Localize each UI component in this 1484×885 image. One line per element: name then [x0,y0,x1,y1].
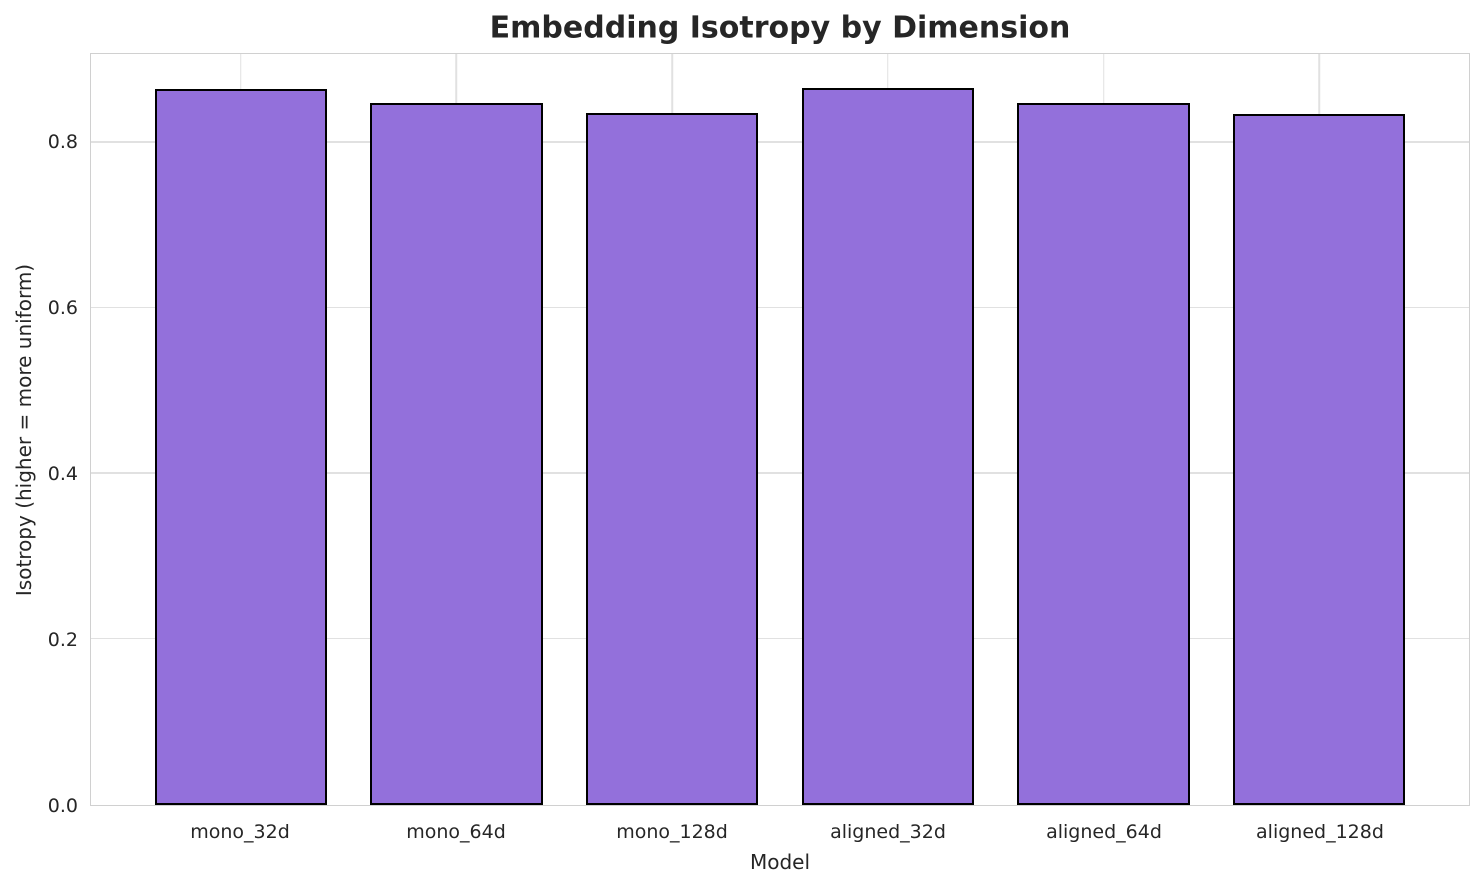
bar-aligned_64d [1017,102,1190,805]
y-axis-label: Isotropy (higher = more uniform) [12,263,36,597]
bar-mono_32d [154,88,328,805]
x-tick-label: mono_128d [616,821,728,843]
y-gridline [91,306,1469,309]
y-tick-label: 0.6 [47,296,78,319]
x-tick-label: aligned_32d [830,821,946,843]
bar-mono_128d [585,112,759,805]
y-tick-label: 0.8 [47,130,78,153]
x-tick-label: aligned_128d [1256,821,1384,843]
y-tick-label: 0.0 [47,795,78,817]
plot-area [90,53,1470,806]
x-axis-label: Model [749,850,811,874]
bar-aligned_128d [1232,113,1406,805]
y-tick-label: 0.2 [47,628,78,651]
x-tick-label: mono_64d [406,821,506,843]
y-gridline [91,141,1469,143]
x-tick-label: aligned_64d [1046,821,1162,843]
y-gridline [91,637,1469,640]
y-tick-label: 0.4 [47,462,78,485]
x-tick-label: mono_32d [190,821,290,843]
y-gridline [91,472,1469,474]
bar-aligned_32d [801,87,975,805]
chart-title: Embedding Isotropy by Dimension [489,10,1071,46]
bar-mono_64d [370,102,543,805]
